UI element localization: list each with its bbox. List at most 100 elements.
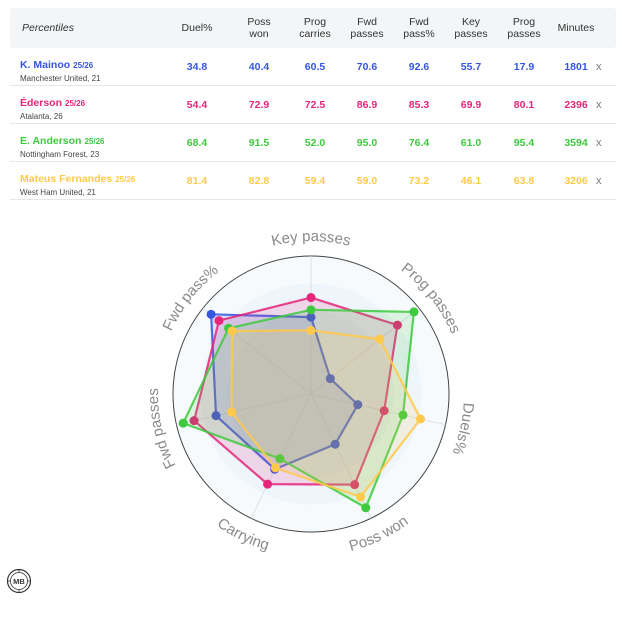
data-point — [361, 503, 371, 513]
player-name: E. Anderson — [20, 135, 82, 147]
table-cell: 52.0 — [304, 136, 326, 149]
remove-player-button[interactable]: x — [596, 136, 602, 149]
table-cell: 82.8 — [248, 174, 270, 187]
player-name: K. Mainoo — [20, 59, 71, 71]
data-point — [178, 418, 188, 428]
series-area — [209, 313, 359, 471]
axis-label: Key passes — [270, 228, 353, 250]
data-point — [227, 407, 237, 417]
table-cell: 54.4 — [186, 98, 208, 111]
column-header[interactable]: Duel% — [181, 22, 213, 34]
series-area — [192, 296, 399, 486]
radar-spoke — [176, 393, 312, 426]
axis-label: Duels% — [449, 402, 477, 457]
table-cell: 1801 — [564, 60, 588, 73]
player-info: Mateus Fernandes 25/26 West Ham United, 21 — [20, 169, 135, 197]
table-cell: 3594 — [564, 136, 588, 149]
remove-player-button[interactable]: x — [596, 98, 602, 111]
data-point — [356, 492, 366, 502]
table-cell: 60.5 — [304, 60, 326, 73]
column-header[interactable]: Fwd pass% — [403, 16, 435, 40]
mb-logo-icon: MB — [6, 568, 32, 594]
player-name: Éderson — [20, 97, 63, 109]
player-info: E. Anderson 25/26 Nottingham Forest, 23 — [20, 131, 104, 159]
data-point — [409, 307, 419, 317]
table-cell: 85.3 — [408, 98, 430, 111]
table-cell: 68.4 — [186, 136, 208, 149]
data-point — [306, 325, 316, 335]
data-point — [330, 439, 340, 449]
table-cell: 81.4 — [186, 174, 208, 187]
column-header[interactable]: Prog passes — [507, 16, 541, 40]
column-header[interactable]: Poss won — [247, 16, 271, 40]
table-cell: 72.9 — [248, 98, 270, 111]
table-cell: 34.8 — [186, 60, 208, 73]
table-cell: 91.5 — [248, 136, 270, 149]
player-season: 25/26 — [73, 61, 94, 70]
table-cell: 61.0 — [460, 136, 482, 149]
table-cell: 2396 — [564, 98, 588, 111]
series-area — [230, 329, 422, 499]
remove-player-button[interactable]: x — [596, 60, 602, 73]
data-point — [227, 326, 237, 336]
percentiles-table: Percentiles Duel% Poss won Prog carries Fwd pas… — [10, 8, 616, 200]
data-point — [206, 309, 216, 319]
data-point — [353, 400, 363, 410]
player-info: Éderson 25/26 Atalanta, 26 — [20, 93, 85, 121]
table-cell: 95.0 — [356, 136, 378, 149]
table-cell: 55.7 — [460, 60, 482, 73]
logo-text: MB — [13, 577, 25, 586]
data-point — [214, 316, 224, 326]
table-row: Éderson 25/26 Atalanta, 26 54.4 72.9 72.5 86.9… — [10, 86, 616, 124]
player-season: 25/26 — [84, 137, 105, 146]
table-cell: 92.6 — [408, 60, 430, 73]
data-point — [270, 463, 280, 473]
table-cell: 59.0 — [356, 174, 378, 187]
table-cell: 40.4 — [248, 60, 270, 73]
table-cell: 3206 — [564, 174, 588, 187]
data-point — [306, 312, 316, 322]
player-name: Mateus Fernandes — [20, 173, 113, 185]
player-team: Nottingham Forest, 23 — [20, 150, 100, 159]
player-team: West Ham United, 21 — [20, 188, 96, 197]
table-cell: 63.8 — [513, 174, 535, 187]
data-point — [325, 374, 335, 384]
column-header[interactable]: Fwd passes — [350, 16, 384, 40]
data-point — [416, 414, 426, 424]
table-row: E. Anderson 25/26 Nottingham Forest, 23 68.… — [10, 124, 616, 162]
column-header[interactable]: Minutes — [557, 22, 595, 34]
data-point — [350, 480, 360, 490]
table-body: K. Mainoo 25/26 Manchester United, 21 34.8 4… — [10, 48, 616, 200]
player-season: 25/26 — [115, 175, 136, 184]
data-point — [306, 293, 316, 303]
table-cell: 17.9 — [513, 60, 535, 73]
data-point — [306, 305, 316, 315]
data-point — [398, 410, 408, 420]
column-header[interactable]: Prog carries — [299, 16, 331, 40]
data-point — [375, 334, 385, 344]
player-team: Manchester United, 21 — [20, 74, 101, 83]
table-row: K. Mainoo 25/26 Manchester United, 21 34.8 4… — [10, 48, 616, 86]
data-point — [392, 320, 402, 330]
data-point — [275, 454, 285, 464]
player-info: K. Mainoo 25/26 Manchester United, 21 — [20, 55, 101, 83]
table-cell: 70.6 — [356, 60, 378, 73]
player-team: Atalanta, 26 — [20, 112, 63, 121]
table-cell: 80.1 — [513, 98, 535, 111]
remove-player-button[interactable]: x — [596, 174, 602, 187]
table-cell: 46.1 — [460, 174, 482, 187]
table-row: Mateus Fernandes 25/26 West Ham United, 21… — [10, 162, 616, 200]
table-cell: 86.9 — [356, 98, 378, 111]
table-header: Percentiles Duel% Poss won Prog carries Fwd pas… — [10, 8, 616, 48]
table-cell: 59.4 — [304, 174, 326, 187]
data-point — [263, 479, 273, 489]
column-header[interactable]: Key passes — [454, 16, 488, 40]
table-cell: 76.4 — [408, 136, 430, 149]
data-point — [211, 411, 221, 421]
table-cell: 72.5 — [304, 98, 326, 111]
table-cell: 73.2 — [408, 174, 430, 187]
header-label: Percentiles — [22, 22, 74, 34]
data-point — [189, 416, 199, 426]
player-season: 25/26 — [65, 99, 86, 108]
